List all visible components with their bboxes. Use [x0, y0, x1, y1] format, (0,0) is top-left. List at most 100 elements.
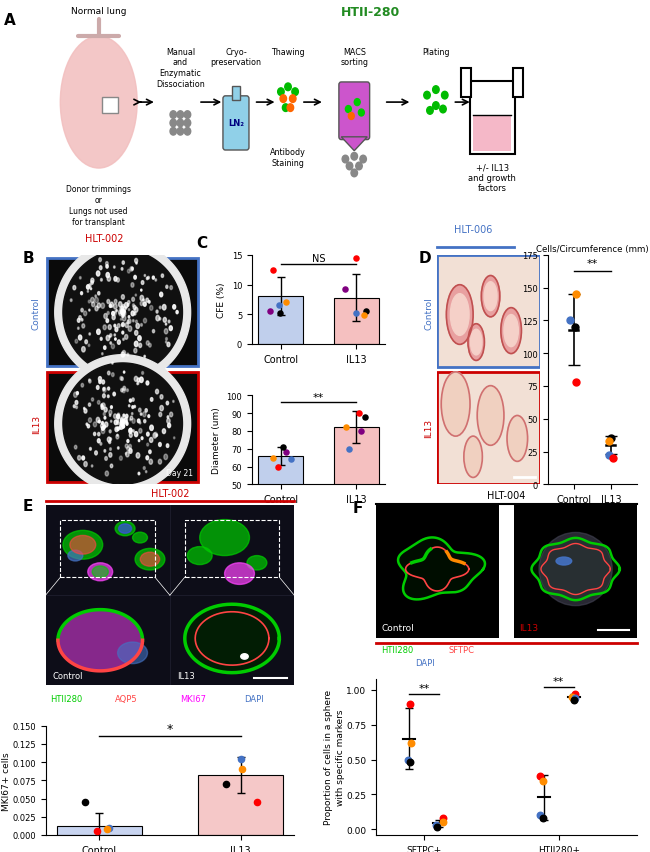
Circle shape [125, 421, 127, 425]
Text: **: ** [313, 392, 324, 402]
Circle shape [126, 423, 128, 426]
Y-axis label: Proportion of
MKI67+ cells: Proportion of MKI67+ cells [0, 751, 10, 809]
Bar [185, 520, 280, 578]
Circle shape [128, 316, 130, 319]
Point [359, 309, 369, 323]
Bar [514, 505, 637, 638]
Circle shape [122, 425, 124, 429]
Ellipse shape [539, 532, 612, 606]
Point [356, 424, 367, 438]
Circle shape [125, 308, 126, 310]
Circle shape [139, 423, 141, 424]
Text: Day 21: Day 21 [166, 469, 193, 478]
Circle shape [161, 274, 164, 278]
Circle shape [122, 325, 123, 327]
Circle shape [84, 462, 87, 467]
Circle shape [85, 341, 88, 344]
Circle shape [156, 311, 158, 314]
Circle shape [156, 435, 157, 437]
Circle shape [103, 413, 105, 416]
Circle shape [140, 302, 143, 306]
Circle shape [433, 87, 439, 95]
Point [343, 442, 354, 456]
Circle shape [105, 471, 109, 476]
Point [570, 376, 580, 389]
Circle shape [99, 258, 101, 262]
Circle shape [160, 395, 163, 400]
Circle shape [150, 438, 153, 443]
Bar [437, 256, 540, 368]
Circle shape [162, 305, 166, 311]
Text: HLT-006: HLT-006 [454, 225, 492, 235]
Y-axis label: Proportion of cells in a sphere
with specific markers: Proportion of cells in a sphere with spe… [324, 689, 345, 825]
Circle shape [79, 316, 81, 320]
Point [437, 815, 448, 829]
Circle shape [127, 447, 129, 452]
Circle shape [103, 388, 106, 393]
Circle shape [73, 393, 77, 398]
Circle shape [143, 302, 146, 307]
Circle shape [95, 452, 98, 456]
Bar [258, 297, 304, 344]
Circle shape [112, 315, 115, 320]
Circle shape [424, 92, 430, 100]
Polygon shape [341, 138, 367, 152]
Circle shape [247, 556, 267, 570]
Point [351, 307, 361, 320]
Circle shape [121, 389, 123, 393]
Circle shape [155, 390, 159, 394]
Circle shape [150, 426, 153, 431]
Circle shape [135, 320, 137, 324]
Circle shape [128, 320, 131, 324]
Circle shape [127, 304, 129, 307]
Circle shape [166, 444, 169, 448]
Circle shape [101, 406, 104, 410]
Circle shape [122, 420, 125, 425]
Circle shape [138, 337, 141, 342]
Circle shape [118, 302, 122, 308]
Circle shape [121, 353, 125, 358]
Circle shape [70, 300, 72, 302]
Point [235, 751, 246, 765]
Text: HLT-002: HLT-002 [151, 488, 189, 498]
Circle shape [138, 473, 140, 475]
Circle shape [77, 392, 79, 395]
Circle shape [136, 453, 140, 458]
Circle shape [154, 433, 157, 438]
Point [431, 819, 441, 832]
Point [570, 692, 580, 705]
Circle shape [124, 371, 125, 374]
Circle shape [289, 95, 296, 103]
Circle shape [109, 337, 110, 338]
Circle shape [88, 379, 90, 382]
Circle shape [96, 386, 99, 390]
Circle shape [176, 311, 178, 314]
Point [603, 449, 614, 463]
Circle shape [119, 427, 121, 429]
Circle shape [146, 471, 147, 473]
Circle shape [144, 319, 147, 324]
Circle shape [129, 445, 131, 449]
Circle shape [87, 291, 88, 293]
Circle shape [89, 310, 90, 312]
Circle shape [129, 448, 131, 452]
Circle shape [135, 342, 138, 348]
Circle shape [138, 409, 141, 412]
Circle shape [121, 309, 124, 314]
Circle shape [101, 404, 105, 409]
Circle shape [127, 302, 130, 305]
Circle shape [82, 348, 85, 353]
Text: Plating: Plating [422, 48, 450, 56]
Circle shape [134, 349, 137, 354]
Circle shape [88, 404, 90, 406]
Circle shape [77, 456, 81, 461]
Circle shape [125, 324, 128, 328]
Circle shape [129, 429, 132, 434]
Circle shape [117, 423, 119, 425]
Text: Control: Control [53, 671, 83, 680]
Point [606, 432, 616, 446]
Circle shape [123, 387, 125, 391]
Circle shape [79, 277, 81, 279]
Text: HLT-002: HLT-002 [85, 234, 124, 245]
Text: HLT-004: HLT-004 [488, 490, 526, 500]
